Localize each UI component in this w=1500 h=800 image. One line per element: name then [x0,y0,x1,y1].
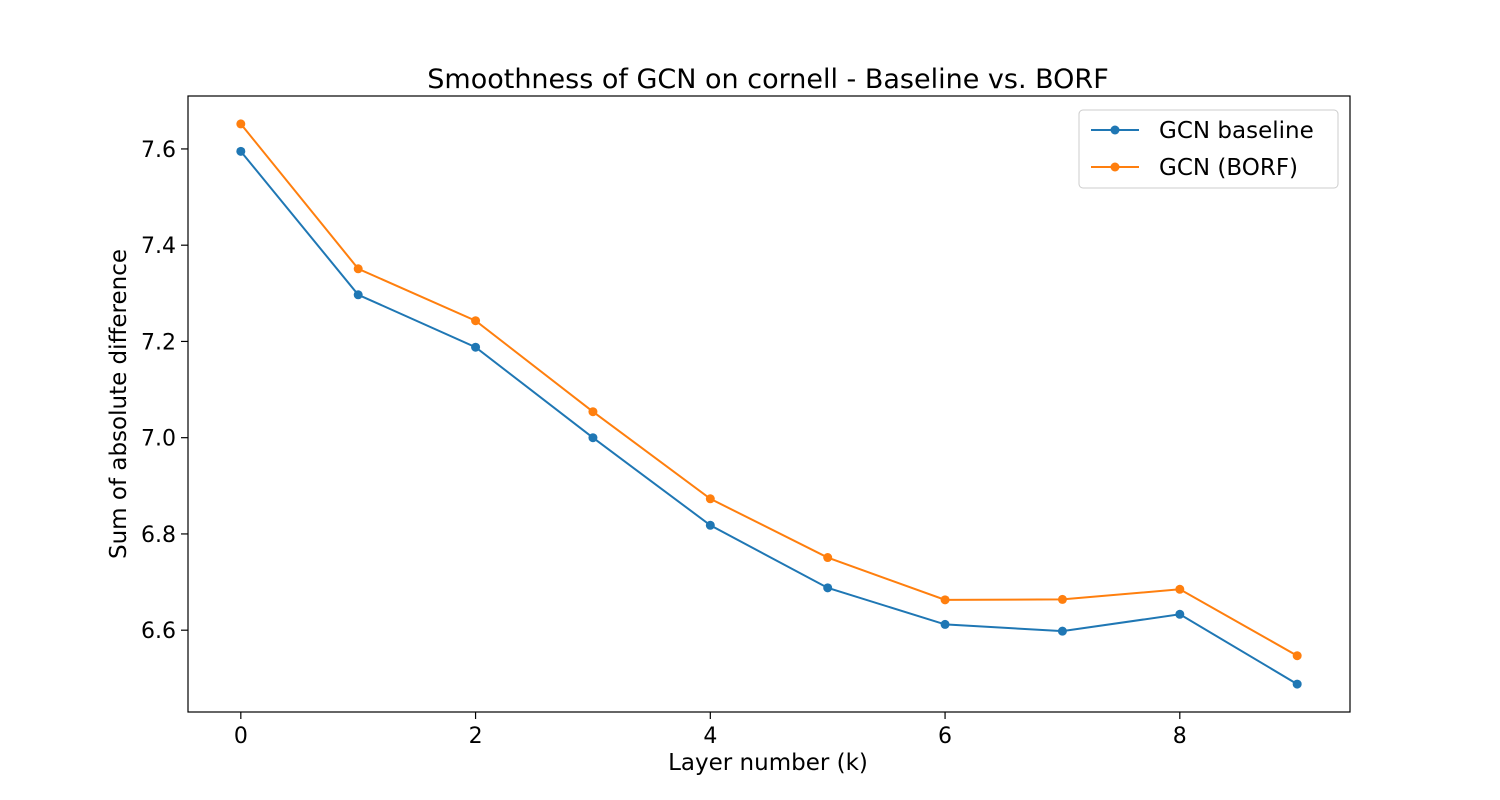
legend: GCN baseline GCN (BORF) [1078,109,1339,189]
data-point [471,316,481,326]
legend-item: GCN baseline [1091,118,1314,144]
data-point [236,146,246,156]
series-2 [236,119,1302,661]
data-point [588,407,598,417]
data-point [940,619,950,629]
plot-area: 0 2 4 6 8 6.6 6.8 7.0 7.2 7.4 7.6 [141,95,1351,749]
y-tick-label: 6.8 [141,523,176,548]
x-tick-label: 2 [469,724,483,749]
y-tick-label: 7.6 [141,138,176,163]
legend-label: GCN baseline [1159,118,1314,144]
data-point [705,520,715,530]
data-point [236,119,246,129]
series-line [240,123,1298,657]
legend-item: GCN (BORF) [1091,155,1298,181]
data-point [1175,609,1185,619]
series-1 [236,146,1302,689]
series-line [240,150,1298,685]
data-point [705,494,715,504]
x-axis-label: Layer number (k) [668,750,868,776]
data-point [1292,679,1302,689]
data-point [940,595,950,605]
y-tick-label: 6.6 [141,619,176,644]
legend-marker [1110,125,1120,135]
x-tick-label: 4 [703,724,717,749]
legend-label: GCN (BORF) [1159,155,1298,181]
data-point [353,264,363,274]
data-point [1175,584,1185,594]
y-tick-label: 7.0 [141,427,176,452]
data-point [471,342,481,352]
plot-frame [187,95,1351,713]
data-point [588,433,598,443]
x-tick-label: 0 [234,724,248,749]
legend-marker [1110,162,1120,172]
data-point [353,290,363,300]
data-point [823,583,833,593]
y-tick-label: 7.4 [141,234,176,259]
data-point [1057,594,1067,604]
x-tick-label: 8 [1173,724,1187,749]
y-tick-label: 7.2 [141,330,176,355]
data-point [1057,626,1067,636]
y-axis-label: Sum of absolute difference [106,249,132,559]
legend-box [1078,109,1339,189]
chart-title: Smoothness of GCN on cornell - Baseline … [427,64,1108,95]
x-tick-label: 6 [938,724,952,749]
data-point [1292,651,1302,661]
data-point [823,553,833,563]
